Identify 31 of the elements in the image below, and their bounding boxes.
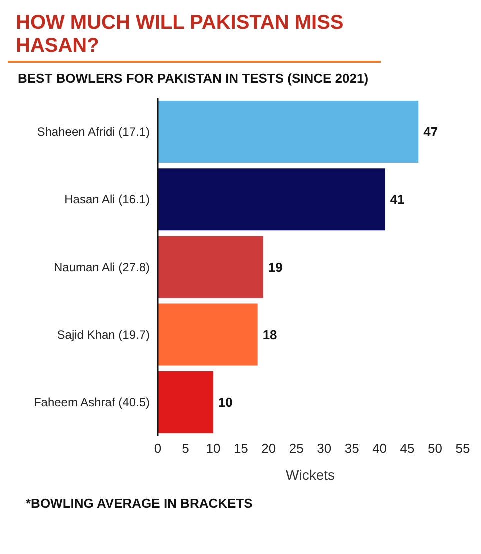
x-tick-label: 15 xyxy=(234,441,248,456)
y-tick-label: Faheem Ashraf (40.5) xyxy=(34,395,150,410)
x-axis-title: Wickets xyxy=(286,467,335,483)
bar xyxy=(158,236,264,298)
x-tick-label: 30 xyxy=(317,441,332,456)
x-tick-label: 20 xyxy=(262,441,276,456)
data-label: 18 xyxy=(262,327,278,342)
x-tick-label: 40 xyxy=(372,441,388,456)
chart-subtitle: BEST BOWLERS FOR PAKISTAN IN TESTS (SINCE 2021) xyxy=(17,70,370,86)
data-label: 10 xyxy=(218,395,233,410)
y-tick-label: Nauman Ali (27.8) xyxy=(54,260,150,274)
x-tick-label: 0 xyxy=(154,441,162,456)
y-tick-label: Sajid Khan (19.7) xyxy=(57,328,150,342)
x-tick-label: 35 xyxy=(344,441,360,456)
bar xyxy=(158,371,214,434)
x-tick-label: 45 xyxy=(400,441,415,456)
data-label: 41 xyxy=(390,192,405,208)
text: *BOWLING AVERAGE IN BRACKETS xyxy=(25,495,254,511)
y-tick-label: Shaheen Afridi (17.1) xyxy=(37,125,150,140)
x-tick-label: 25 xyxy=(289,441,304,456)
chart-title: HOW MUCH WILL PAKISTAN MISS HASAN? xyxy=(8,8,381,63)
x-tick-label: 5 xyxy=(182,441,190,456)
bar xyxy=(158,168,386,231)
data-label: 47 xyxy=(424,124,438,140)
x-tick-label: 55 xyxy=(456,441,470,456)
y-tick-label: Hasan Ali (16.1) xyxy=(64,192,150,207)
data-label: 19 xyxy=(268,260,283,275)
x-tick-label: 10 xyxy=(206,441,221,456)
bar xyxy=(158,304,258,366)
bar xyxy=(158,101,419,163)
x-tick-label: 50 xyxy=(428,441,443,456)
